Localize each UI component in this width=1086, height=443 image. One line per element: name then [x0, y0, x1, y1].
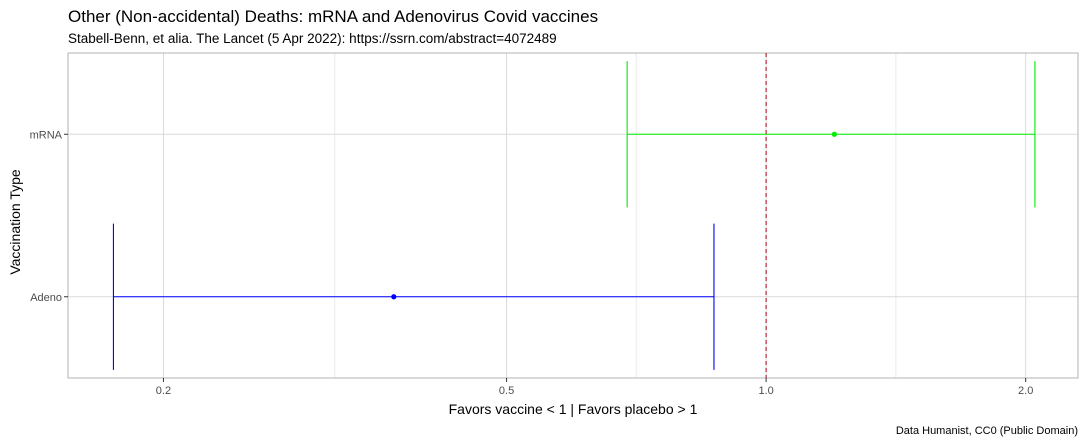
chart-title: Other (Non-accidental) Deaths: mRNA and …: [68, 7, 598, 26]
interval-marks: [112, 61, 1036, 370]
y-axis-ticks: mRNA Adeno: [30, 129, 68, 304]
y-tick-label: Adeno: [30, 292, 62, 304]
chart-subtitle: Stabell-Benn, et alia. The Lancet (5 Apr…: [68, 31, 557, 46]
y-tick-label: mRNA: [30, 129, 63, 141]
plot-panel-border: [67, 52, 1079, 379]
x-tick-label: 0.5: [499, 385, 514, 397]
x-axis-ticks: 0.2 0.5 1.0 2.0: [156, 378, 1033, 397]
point-estimate-adeno: [391, 294, 397, 300]
grid-lines: [68, 53, 1078, 378]
point-estimate-mrna: [831, 131, 837, 137]
x-axis-title: Favors vaccine < 1 | Favors placebo > 1: [449, 401, 698, 417]
x-tick-label: 0.2: [156, 385, 171, 397]
y-axis-title: Vaccination Type: [7, 169, 23, 275]
chart-caption: Data Humanist, CC0 (Public Domain): [896, 425, 1078, 437]
x-tick-label: 1.0: [758, 385, 773, 397]
x-tick-label: 2.0: [1018, 385, 1033, 397]
